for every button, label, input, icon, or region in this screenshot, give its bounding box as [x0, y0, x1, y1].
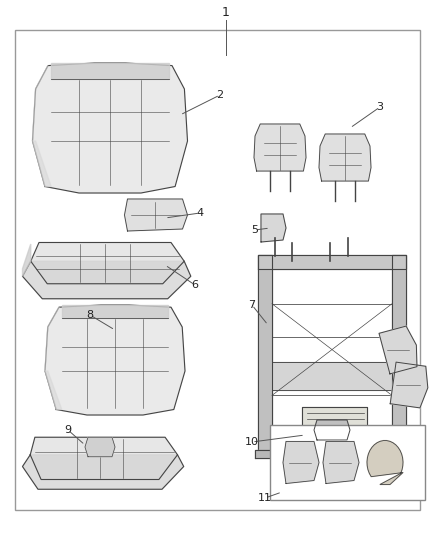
Polygon shape	[255, 450, 271, 458]
Text: 11: 11	[258, 493, 272, 503]
Text: 6: 6	[191, 280, 198, 290]
Polygon shape	[393, 450, 409, 458]
Polygon shape	[303, 408, 367, 453]
Polygon shape	[124, 199, 187, 231]
Polygon shape	[22, 455, 184, 489]
Polygon shape	[283, 441, 319, 483]
Polygon shape	[31, 243, 184, 284]
Text: 5: 5	[251, 225, 258, 235]
Text: 4: 4	[196, 208, 204, 218]
Polygon shape	[272, 362, 392, 390]
Text: 8: 8	[86, 310, 94, 320]
Polygon shape	[30, 437, 177, 480]
Polygon shape	[85, 437, 115, 457]
Bar	[270, 425, 425, 500]
Polygon shape	[323, 441, 359, 483]
Text: 10: 10	[245, 437, 259, 447]
Polygon shape	[392, 255, 406, 450]
Polygon shape	[22, 244, 31, 276]
Polygon shape	[254, 124, 306, 171]
Text: 1: 1	[222, 5, 230, 19]
Polygon shape	[45, 307, 59, 371]
Polygon shape	[32, 141, 51, 187]
Polygon shape	[32, 66, 48, 141]
Polygon shape	[45, 371, 62, 409]
Polygon shape	[261, 214, 286, 242]
Text: 7: 7	[248, 300, 255, 310]
Polygon shape	[62, 305, 168, 318]
Polygon shape	[51, 63, 169, 78]
Polygon shape	[258, 255, 272, 450]
Polygon shape	[379, 326, 417, 374]
Polygon shape	[45, 305, 185, 415]
Polygon shape	[319, 134, 371, 181]
Polygon shape	[32, 63, 187, 193]
Text: 3: 3	[377, 102, 384, 112]
Polygon shape	[367, 441, 403, 484]
Text: 9: 9	[64, 425, 71, 435]
Polygon shape	[22, 261, 191, 299]
Text: 2: 2	[216, 90, 223, 100]
Polygon shape	[390, 362, 428, 408]
Polygon shape	[258, 255, 406, 269]
Polygon shape	[314, 420, 350, 440]
